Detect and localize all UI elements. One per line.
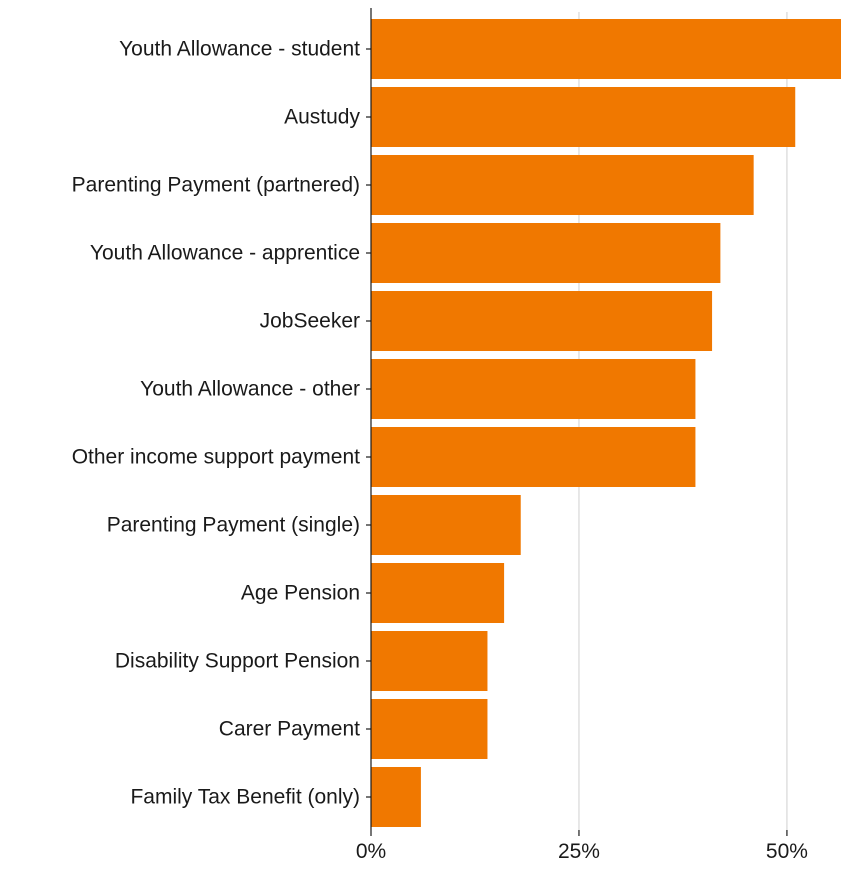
x-tick-label-1: 25% [558,840,600,863]
bar-11 [371,767,421,827]
bar-2 [371,155,754,215]
axes [366,8,788,836]
bars [371,19,841,827]
bar-7 [371,495,521,555]
category-label-9: Disability Support Pension [115,650,360,673]
bar-3 [371,223,721,283]
category-label-1: Austudy [284,106,360,129]
category-label-11: Family Tax Benefit (only) [130,786,360,809]
x-tick-label-0: 0% [356,840,386,863]
bar-1 [371,87,796,147]
bar-4 [371,291,713,351]
category-label-0: Youth Allowance - student [119,38,360,61]
gridlines [578,12,788,830]
bar-5 [371,359,696,419]
x-tick-label-2: 50% [766,840,808,863]
category-label-4: JobSeeker [260,310,360,333]
category-label-7: Parenting Payment (single) [107,514,360,537]
category-labels: Youth Allowance - student Austudy Parentin… [72,38,361,809]
bar-8 [371,563,505,623]
category-label-5: Youth Allowance - other [140,378,360,401]
category-label-3: Youth Allowance - apprentice [90,242,360,265]
category-label-6: Other income support payment [72,446,360,469]
bar-0 [371,19,841,79]
x-tick-labels: 0% 25% 50% [356,840,808,863]
category-label-8: Age Pension [241,582,360,605]
bar-6 [371,427,696,487]
category-label-10: Carer Payment [219,718,360,741]
category-label-2: Parenting Payment (partnered) [72,174,360,197]
bar-9 [371,631,488,691]
bar-10 [371,699,488,759]
